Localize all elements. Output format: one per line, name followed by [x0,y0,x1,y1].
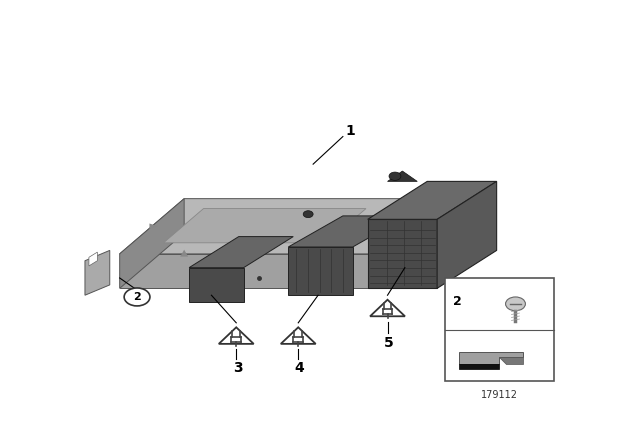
Polygon shape [189,267,244,302]
Polygon shape [367,220,437,289]
Polygon shape [219,327,253,344]
Polygon shape [120,198,184,289]
Text: 2: 2 [133,292,141,302]
Text: 1: 1 [346,125,355,138]
Polygon shape [367,181,497,220]
Polygon shape [370,300,405,316]
Polygon shape [459,353,524,364]
Polygon shape [288,216,408,247]
Polygon shape [281,327,316,344]
Polygon shape [189,237,293,267]
Polygon shape [388,171,417,181]
Polygon shape [150,224,158,229]
Text: 179112: 179112 [481,390,518,400]
Text: 3: 3 [233,362,243,375]
Polygon shape [120,198,442,254]
Polygon shape [89,252,97,266]
Circle shape [506,297,525,311]
Polygon shape [180,250,188,257]
Text: 5: 5 [384,336,394,349]
Polygon shape [288,247,353,295]
Polygon shape [85,250,110,295]
Text: 2: 2 [454,295,462,308]
Text: 4: 4 [295,362,305,375]
Bar [445,278,554,382]
Polygon shape [437,181,497,289]
Polygon shape [459,364,499,369]
Circle shape [389,172,401,181]
Polygon shape [499,358,524,364]
Polygon shape [309,250,317,257]
Polygon shape [164,209,366,243]
Circle shape [124,288,150,306]
Polygon shape [120,254,378,289]
Circle shape [303,211,313,218]
